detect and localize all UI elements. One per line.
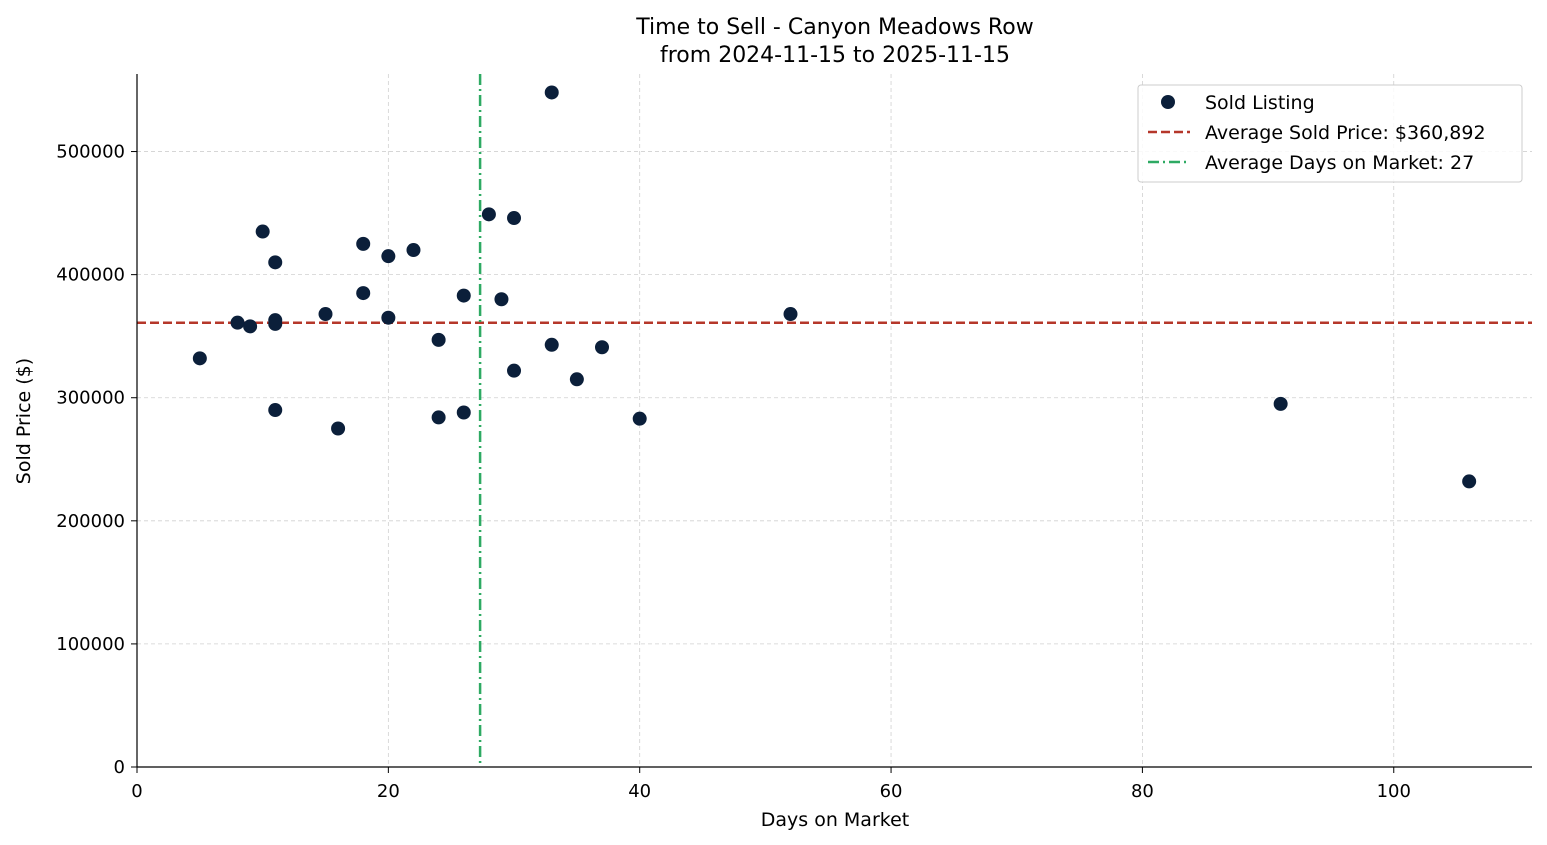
data-point: [431, 410, 446, 425]
axes: [136, 74, 1532, 768]
x-tick-label: 0: [131, 781, 142, 802]
x-tick-label: 100: [1377, 781, 1411, 802]
data-point: [507, 363, 522, 378]
x-axis-label: Days on Market: [761, 809, 909, 831]
data-point: [494, 292, 509, 307]
data-point: [356, 236, 371, 251]
y-axis-label: Sold Price ($): [13, 358, 35, 484]
data-point: [192, 351, 207, 366]
y-tick-label: 0: [114, 757, 125, 778]
data-point: [431, 332, 446, 347]
x-tick-label: 20: [377, 781, 400, 802]
data-point: [230, 315, 245, 330]
y-tick-label: 100000: [56, 634, 125, 655]
legend-box: [1137, 84, 1523, 183]
grid: [137, 74, 1532, 767]
ticks: 0 20 40 60 80 100 0 100000 200000 300000 400000 500…: [56, 142, 1411, 802]
data-point: [544, 337, 559, 352]
data-point: [783, 307, 798, 322]
legend-marker-sold-listing: [1161, 95, 1175, 109]
data-point: [243, 319, 258, 334]
data-point: [595, 340, 609, 355]
data-point: [268, 403, 283, 418]
y-tick-label: 300000: [56, 388, 125, 409]
x-tick-label: 60: [880, 781, 903, 802]
data-point: [569, 372, 584, 387]
data-point: [544, 85, 559, 100]
data-point: [406, 243, 421, 258]
y-tick-label: 200000: [56, 511, 125, 532]
data-point: [381, 310, 396, 325]
data-point: [1462, 474, 1477, 489]
data-point: [255, 224, 270, 239]
x-tick-label: 80: [1131, 781, 1154, 802]
data-point: [381, 249, 396, 264]
y-tick-label: 500000: [56, 142, 125, 163]
data-point: [507, 211, 522, 226]
data-point: [356, 286, 371, 301]
y-tick-label: 400000: [56, 265, 125, 286]
data-point: [456, 288, 471, 303]
chart-title-line2: from 2024-11-15 to 2025-11-15: [660, 43, 1010, 68]
legend-label-sold-listing: Sold Listing: [1205, 92, 1315, 114]
data-point: [1273, 396, 1288, 411]
data-point: [318, 307, 333, 322]
legend: Sold Listing Average Sold Price: $360,89…: [1137, 84, 1523, 183]
data-point: [331, 421, 346, 436]
reference-lines: [137, 74, 1532, 767]
data-point: [268, 255, 283, 270]
data-point: [632, 411, 647, 426]
data-points: [192, 85, 1477, 489]
data-point: [481, 207, 496, 222]
x-tick-label: 40: [628, 781, 651, 802]
data-point: [268, 316, 283, 331]
legend-label-avg-price: Average Sold Price: $360,892: [1205, 122, 1486, 144]
chart-title-line1: Time to Sell - Canyon Meadows Row: [635, 15, 1033, 40]
data-point: [456, 405, 471, 420]
legend-label-avg-days: Average Days on Market: 27: [1205, 152, 1474, 174]
